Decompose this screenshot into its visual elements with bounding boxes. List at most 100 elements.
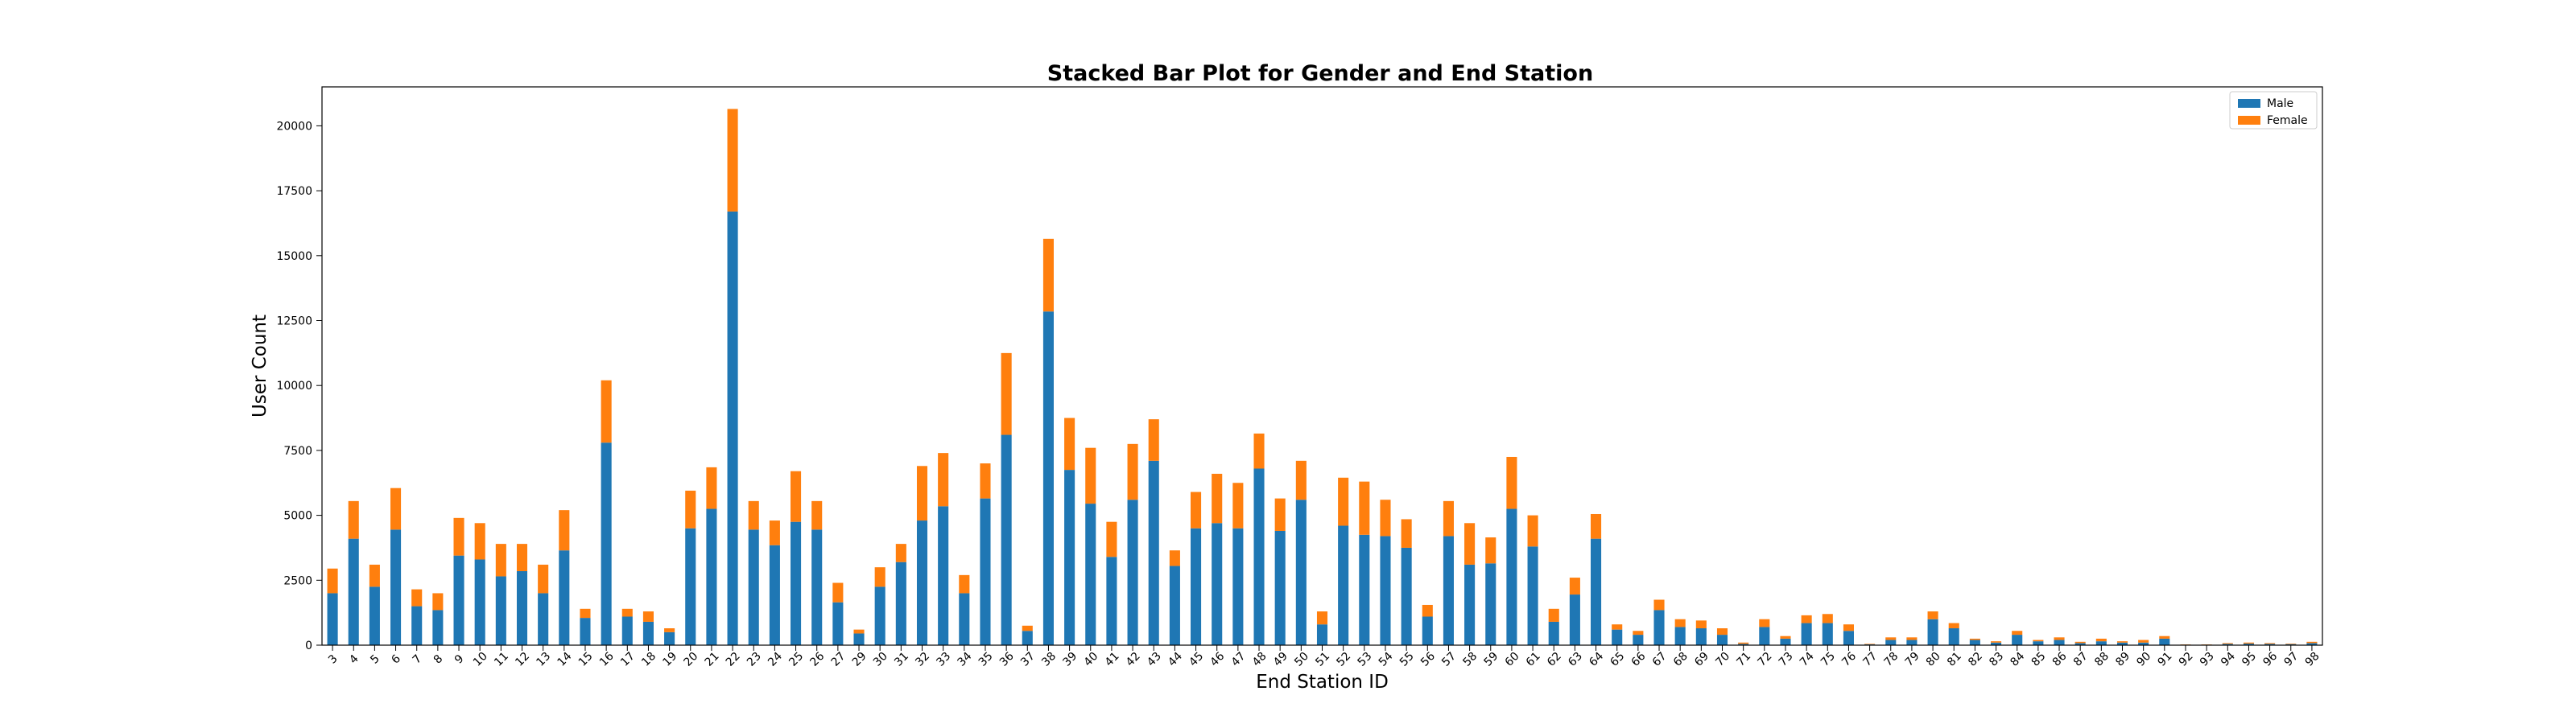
x-tick-label: 51 xyxy=(1313,650,1332,669)
bar-male-52 xyxy=(1338,525,1349,645)
x-tick-label: 82 xyxy=(1966,650,1985,669)
bar-male-30 xyxy=(874,586,886,645)
bar-male-6 xyxy=(390,529,402,645)
bar-female-43 xyxy=(1148,419,1159,461)
bar-male-12 xyxy=(516,571,528,645)
bar-male-58 xyxy=(1464,564,1476,645)
x-tick-label: 96 xyxy=(2260,650,2280,669)
bar-male-21 xyxy=(706,508,717,645)
bar-male-76 xyxy=(1843,631,1854,645)
bar-female-68 xyxy=(1674,619,1686,627)
x-tick-label: 54 xyxy=(1377,650,1396,669)
bar-male-94 xyxy=(2222,644,2233,645)
x-tick-label: 46 xyxy=(1208,650,1227,669)
bar-female-30 xyxy=(874,567,886,587)
x-tick-label: 53 xyxy=(1356,650,1375,669)
x-tick-label: 3 xyxy=(326,652,341,667)
bar-female-48 xyxy=(1253,433,1265,469)
x-axis: 3 4 5 6 7 8 9 10 11 12 13 14 15 16 17 18 19 20 21 22 23 24 25 2… xyxy=(326,645,2322,669)
bar-female-35 xyxy=(980,463,991,499)
x-tick-label: 40 xyxy=(1082,650,1101,669)
x-tick-label: 86 xyxy=(2050,650,2070,669)
bar-male-42 xyxy=(1127,500,1138,645)
bar-male-84 xyxy=(2012,635,2023,645)
bar-male-10 xyxy=(474,559,485,645)
bar-female-76 xyxy=(1843,624,1854,631)
x-tick-label: 11 xyxy=(492,650,511,669)
x-tick-label: 15 xyxy=(576,650,596,669)
bar-female-34 xyxy=(959,574,970,594)
x-tick-label: 30 xyxy=(871,650,890,669)
x-tick-label: 88 xyxy=(2092,650,2112,669)
bar-male-45 xyxy=(1191,528,1202,645)
bar-female-70 xyxy=(1716,628,1728,636)
x-tick-label: 23 xyxy=(745,650,764,669)
x-tick-label: 81 xyxy=(1945,650,1964,669)
y-tick-label: 7500 xyxy=(283,445,312,458)
bar-female-21 xyxy=(706,467,717,509)
bar-female-71 xyxy=(1738,642,1749,644)
bar-male-96 xyxy=(2264,644,2276,645)
x-tick-label: 4 xyxy=(347,652,361,667)
x-axis-label: End Station ID xyxy=(1256,672,1389,693)
x-tick-label: 73 xyxy=(1777,650,1796,669)
y-tick-label: 2500 xyxy=(283,574,312,587)
x-tick-label: 90 xyxy=(2134,650,2153,669)
x-tick-label: 45 xyxy=(1187,650,1206,669)
x-tick-label: 71 xyxy=(1734,650,1753,669)
bar-female-26 xyxy=(811,500,823,530)
x-tick-label: 5 xyxy=(368,652,382,667)
x-tick-label: 84 xyxy=(2008,650,2027,669)
x-tick-label: 58 xyxy=(1460,650,1480,669)
x-tick-label: 41 xyxy=(1103,650,1122,669)
bar-male-60 xyxy=(1506,508,1517,645)
bar-male-51 xyxy=(1316,624,1328,645)
bar-female-79 xyxy=(1906,637,1918,640)
bar-female-60 xyxy=(1506,456,1517,509)
bar-male-18 xyxy=(642,621,654,645)
bar-female-20 xyxy=(685,490,696,529)
x-tick-label: 21 xyxy=(703,650,722,669)
bar-male-40 xyxy=(1085,504,1096,645)
y-tick-label: 20000 xyxy=(276,120,312,133)
bar-female-87 xyxy=(2074,641,2086,644)
x-tick-label: 48 xyxy=(1250,650,1269,669)
bar-female-83 xyxy=(1991,641,2002,643)
bar-female-29 xyxy=(853,629,865,634)
x-tick-label: 74 xyxy=(1798,650,1817,669)
bar-female-84 xyxy=(2012,631,2023,636)
bar-male-25 xyxy=(791,521,802,645)
bar-female-52 xyxy=(1338,477,1349,526)
bar-male-79 xyxy=(1906,640,1918,645)
bar-male-16 xyxy=(601,442,612,645)
bar-female-40 xyxy=(1085,447,1096,504)
bar-male-36 xyxy=(1001,434,1012,645)
x-tick-label: 77 xyxy=(1860,650,1880,669)
bar-male-5 xyxy=(369,586,380,645)
bar-female-59 xyxy=(1485,537,1496,564)
x-tick-label: 72 xyxy=(1756,650,1775,669)
bar-female-49 xyxy=(1274,498,1286,531)
bar-male-31 xyxy=(895,562,906,645)
bar-female-91 xyxy=(2159,636,2170,639)
x-tick-label: 94 xyxy=(2219,650,2238,669)
bar-male-38 xyxy=(1042,311,1054,645)
x-tick-label: 62 xyxy=(1545,650,1564,669)
bar-female-33 xyxy=(938,453,949,507)
x-tick-label: 24 xyxy=(766,650,785,669)
x-tick-label: 6 xyxy=(389,652,403,667)
x-tick-label: 12 xyxy=(513,650,532,669)
x-tick-label: 85 xyxy=(2029,650,2049,669)
bar-female-23 xyxy=(748,500,759,530)
x-tick-label: 60 xyxy=(1503,650,1522,669)
x-tick-label: 37 xyxy=(1018,650,1038,669)
y-axis: 0 2500 5000 7500 10000 12500 15000 17500 20000 xyxy=(276,120,322,652)
x-tick-label: 61 xyxy=(1524,650,1543,669)
bar-female-90 xyxy=(2138,640,2149,643)
bar-male-47 xyxy=(1232,528,1244,645)
bar-male-57 xyxy=(1443,536,1454,645)
bar-female-63 xyxy=(1569,578,1580,595)
bar-male-15 xyxy=(580,618,591,645)
bar-female-5 xyxy=(369,564,380,587)
